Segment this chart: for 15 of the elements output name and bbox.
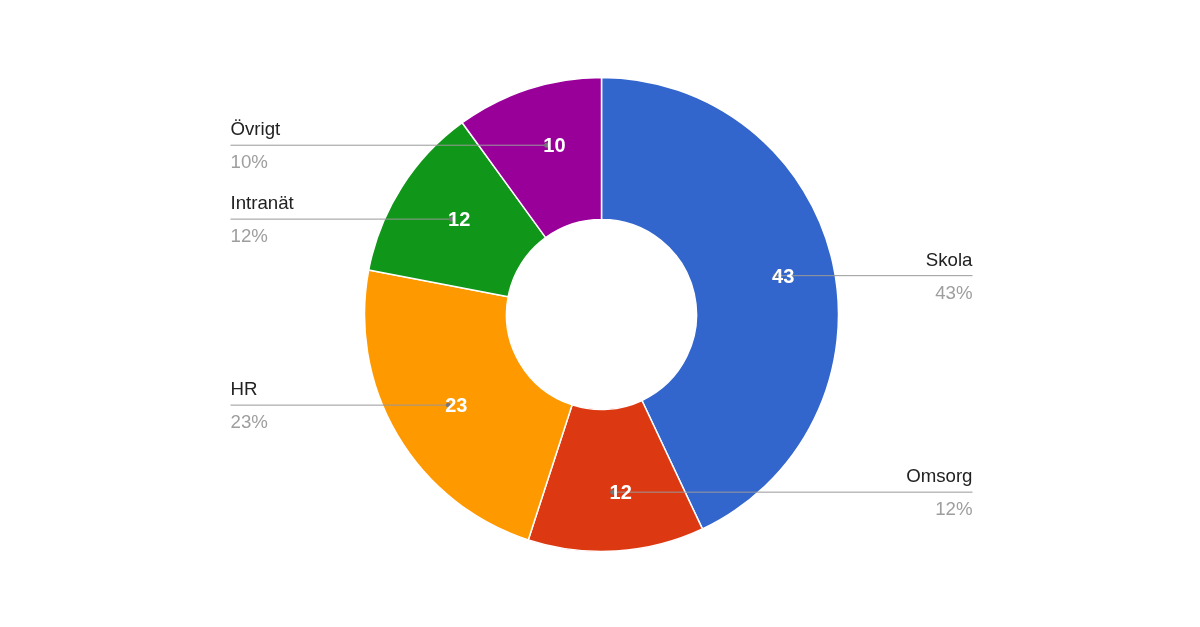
data-label: 43 — [772, 264, 795, 287]
slice-label: HR — [230, 378, 258, 400]
slice-label: Skola — [925, 248, 974, 270]
slice-label: Övrigt — [230, 118, 282, 140]
data-label: 23 — [445, 394, 468, 417]
data-label: 10 — [543, 134, 566, 157]
text: 23% — [230, 411, 268, 433]
text: 12% — [935, 498, 973, 520]
data-label: 12 — [609, 481, 632, 504]
text: 43% — [935, 281, 973, 303]
text: 12% — [230, 225, 268, 247]
text: 10% — [230, 151, 268, 173]
slice-label: Omsorg — [906, 465, 973, 487]
data-label: 12 — [448, 208, 471, 231]
slice-label: Intranät — [230, 192, 295, 214]
